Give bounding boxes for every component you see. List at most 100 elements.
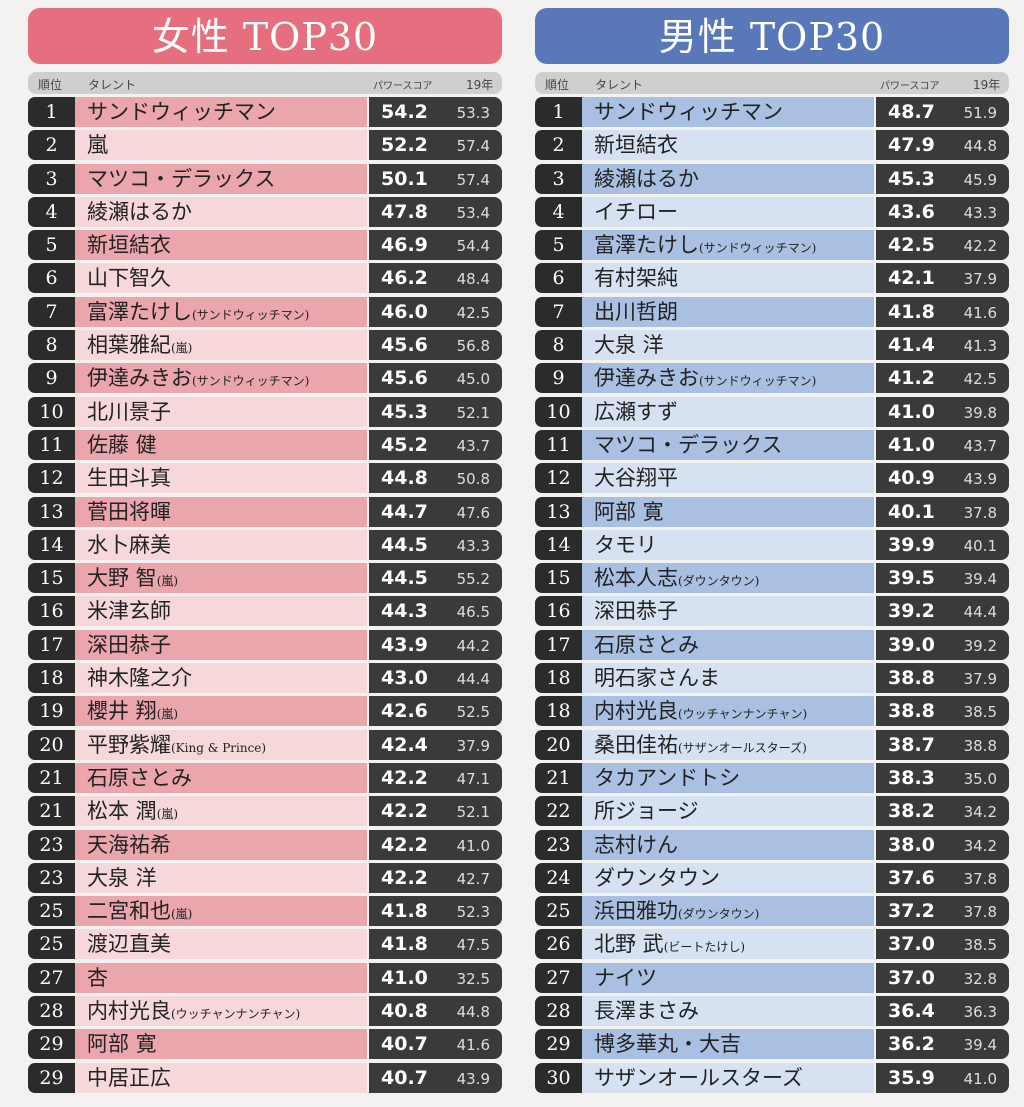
ranking-row: 21 松本 潤(嵐) 42.2 52.1	[28, 796, 502, 827]
ranking-row: 4 綾瀬はるか 47.8 53.4	[28, 196, 502, 227]
rank: 6	[28, 263, 75, 294]
talent-name-cell: 浜田雅功(ダウンタウン)	[582, 896, 874, 927]
power-score: 44.7	[381, 500, 428, 523]
power-score: 39.2	[888, 600, 935, 623]
talent-name: サザンオールスターズ	[594, 1065, 803, 1090]
ranking-row: 7 富澤たけし(サンドウィッチマン) 46.0 42.5	[28, 296, 502, 327]
talent-name-cell: 北野 武(ビートたけし)	[582, 929, 874, 960]
power-score: 44.5	[381, 533, 428, 556]
score-cell: 40.7 41.6	[369, 1029, 502, 1060]
talent-name: 志村けん	[594, 832, 678, 857]
prev-year-score: 36.3	[963, 1003, 997, 1022]
talent-note: (サンドウィッチマン)	[699, 241, 817, 256]
talent-name: 北野 武	[594, 932, 664, 957]
ranking-row: 29 阿部 寛 40.7 41.6	[28, 1029, 502, 1060]
power-score: 42.2	[381, 833, 428, 856]
score-cell: 41.4 41.3	[876, 330, 1009, 361]
ranking-row: 12 大谷翔平 40.9 43.9	[535, 463, 1009, 494]
talent-note: (ウッチャンナンチャン)	[171, 1007, 301, 1022]
ranking-row: 14 タモリ 39.9 40.1	[535, 529, 1009, 560]
power-score: 41.0	[888, 400, 935, 423]
talent-name-cell: 長澤まさみ	[582, 996, 874, 1027]
rank: 19	[28, 696, 75, 727]
rank: 12	[535, 463, 582, 494]
header-talent: タレント	[88, 78, 137, 92]
talent-name-cell: 綾瀬はるか	[582, 163, 874, 194]
score-cell: 42.4 37.9	[369, 729, 502, 760]
ranking-row: 28 内村光良(ウッチャンナンチャン) 40.8 44.8	[28, 996, 502, 1027]
talent-name: 菅田将暉	[87, 499, 171, 524]
ranking-row: 27 ナイツ 37.0 32.8	[535, 962, 1009, 993]
ranking-row: 11 マツコ・デラックス 41.0 43.7	[535, 429, 1009, 460]
talent-name: タモリ	[594, 532, 657, 557]
power-score: 37.0	[888, 966, 935, 989]
score-cell: 42.2 52.1	[369, 796, 502, 827]
talent-name: 米津玄師	[87, 599, 171, 624]
ranking-row: 25 渡辺直美 41.8 47.5	[28, 929, 502, 960]
talent-name: 大野 智	[87, 566, 157, 591]
talent-note: (ダウンタウン)	[678, 907, 760, 922]
prev-year-score: 39.8	[963, 403, 997, 422]
prev-year-score: 44.4	[963, 603, 997, 622]
score-cell: 46.0 42.5	[369, 296, 502, 327]
ranking-row: 17 石原さとみ 39.0 39.2	[535, 629, 1009, 660]
talent-name-cell: 山下智久	[75, 263, 367, 294]
talent-name: 天海祐希	[87, 832, 171, 857]
ranking-row: 24 ダウンタウン 37.6 37.8	[535, 862, 1009, 893]
prev-year-score: 44.8	[456, 1003, 490, 1022]
power-score: 37.0	[888, 933, 935, 956]
prev-year-score: 43.9	[456, 1069, 490, 1088]
prev-year-score: 37.9	[456, 736, 490, 755]
power-score: 44.3	[381, 600, 428, 623]
talent-note: (ビートたけし)	[663, 940, 746, 955]
power-score: 45.3	[888, 167, 935, 190]
talent-name-cell: 二宮和也(嵐)	[75, 896, 367, 927]
talent-name-cell: 新垣結衣	[582, 130, 874, 161]
talent-name-cell: 阿部 寛	[75, 1029, 367, 1060]
ranking-row: 20 平野紫耀(King & Prince) 42.4 37.9	[28, 729, 502, 760]
rank: 16	[535, 596, 582, 627]
ranking-row: 22 所ジョージ 38.2 34.2	[535, 796, 1009, 827]
rank: 16	[28, 596, 75, 627]
prev-year-score: 57.4	[456, 137, 490, 156]
power-score: 37.2	[888, 900, 935, 923]
score-cell: 45.6 56.8	[369, 330, 502, 361]
ranking-row: 18 神木隆之介 43.0 44.4	[28, 663, 502, 694]
prev-year-score: 52.1	[456, 803, 490, 822]
power-score: 45.6	[381, 367, 428, 390]
talent-name-cell: 伊達みきお(サンドウィッチマン)	[582, 363, 874, 394]
score-cell: 42.5 42.2	[876, 230, 1009, 261]
score-cell: 41.8 41.6	[876, 296, 1009, 327]
ranking-row: 25 二宮和也(嵐) 41.8 52.3	[28, 896, 502, 927]
score-cell: 37.0 32.8	[876, 962, 1009, 993]
rank: 17	[535, 629, 582, 660]
rank: 28	[535, 996, 582, 1027]
prev-year-score: 45.9	[963, 170, 997, 189]
ranking-row: 5 富澤たけし(サンドウィッチマン) 42.5 42.2	[535, 230, 1009, 261]
score-cell: 39.9 40.1	[876, 529, 1009, 560]
talent-name-cell: マツコ・デラックス	[75, 163, 367, 194]
power-score: 47.8	[381, 200, 428, 223]
talent-name-cell: 広瀬すず	[582, 396, 874, 427]
rank: 25	[28, 896, 75, 927]
prev-year-score: 44.8	[963, 137, 997, 156]
score-cell: 39.5 39.4	[876, 563, 1009, 594]
power-score: 44.8	[381, 467, 428, 490]
talent-name: 有村架純	[594, 266, 678, 291]
talent-name: 内村光良	[87, 999, 171, 1024]
prev-year-score: 37.8	[963, 869, 997, 888]
power-score: 40.8	[381, 1000, 428, 1023]
prev-year-score: 41.3	[963, 337, 997, 356]
prev-year-score: 50.8	[456, 470, 490, 489]
prev-year-score: 42.2	[963, 237, 997, 256]
score-cell: 36.4 36.3	[876, 996, 1009, 1027]
talent-name-cell: 大野 智(嵐)	[75, 563, 367, 594]
ranking-row: 2 嵐 52.2 57.4	[28, 130, 502, 161]
power-score: 38.8	[888, 667, 935, 690]
rank: 17	[28, 629, 75, 660]
ranking-row: 7 出川哲朗 41.8 41.6	[535, 296, 1009, 327]
power-score: 42.5	[888, 234, 935, 257]
power-score: 42.1	[888, 267, 935, 290]
ranking-row: 18 内村光良(ウッチャンナンチャン) 38.8 38.5	[535, 696, 1009, 727]
rank: 4	[535, 196, 582, 227]
